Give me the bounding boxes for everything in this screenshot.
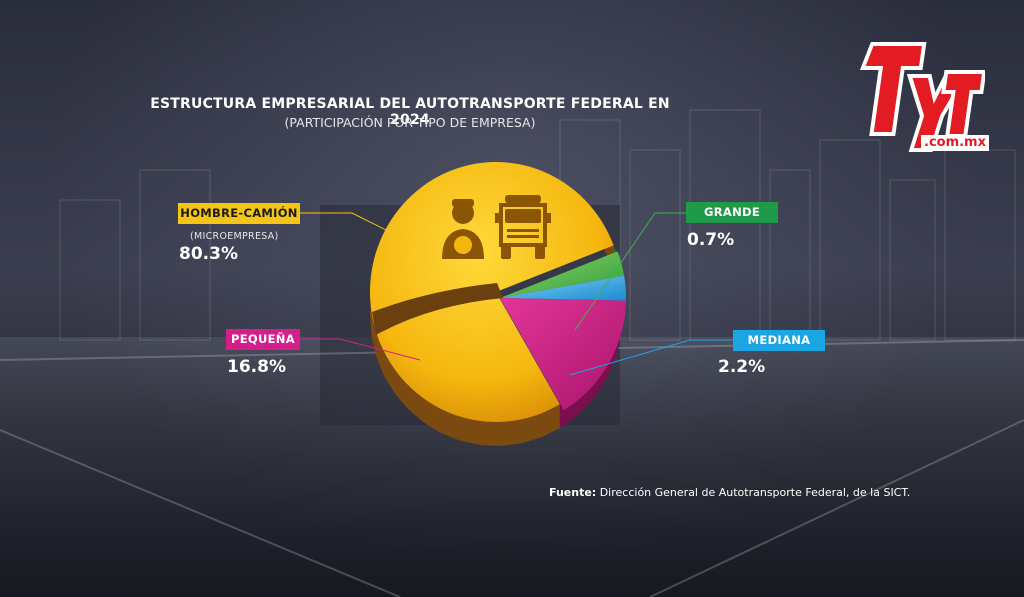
leader-grande	[574, 212, 686, 331]
value-grande: 0.7%	[687, 230, 735, 250]
leader-hombre-camion	[300, 212, 431, 253]
chart-title: ESTRUCTURA EMPRESARIAL DEL AUTOTRANSPORT…	[150, 96, 670, 128]
label-microempresa: (MICROEMPRESA)	[190, 231, 279, 242]
value-hombre-camion: 80.3%	[179, 244, 238, 264]
driver-icon	[442, 199, 484, 259]
source-note: Fuente: Dirección General de Autotranspo…	[549, 486, 910, 499]
tyt-logo: .com.mx	[855, 38, 989, 160]
slice-pequena	[500, 298, 626, 411]
source-label: Fuente:	[549, 486, 597, 499]
label-grande: GRANDE	[686, 202, 778, 223]
slice-mediana	[500, 275, 627, 301]
value-mediana: 2.2%	[718, 357, 766, 377]
label-pequena: PEQUEÑA	[226, 329, 300, 350]
value-pequena: 16.8%	[227, 357, 286, 377]
label-mediana: MEDIANA	[733, 330, 825, 351]
leader-pequena	[300, 338, 421, 361]
logo-domain: .com.mx	[921, 135, 989, 151]
truck-icon	[495, 195, 551, 259]
slice-hombre-camion-band	[372, 283, 503, 335]
slice-grande	[500, 251, 625, 298]
chart-subtitle: (PARTICIPACIÓN POR TIPO DE EMPRESA)	[284, 115, 536, 130]
label-hombre-camion: HOMBRE-CAMIÓN	[178, 203, 300, 224]
source-text: Dirección General de Autotransporte Fede…	[596, 486, 911, 499]
leader-mediana	[569, 339, 733, 376]
